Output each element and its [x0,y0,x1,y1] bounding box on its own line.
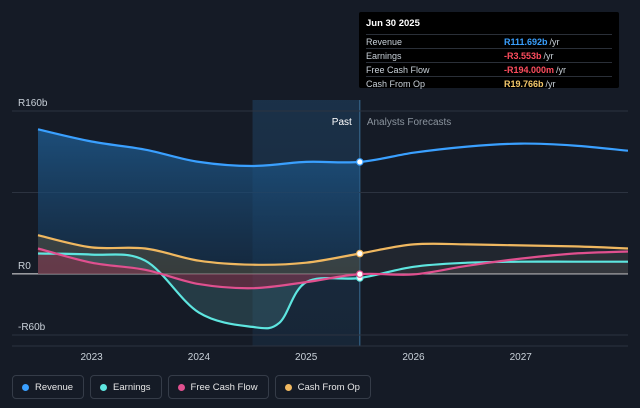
legend-item-free-cash-flow[interactable]: Free Cash Flow [167,375,269,399]
revenue-dot-icon [22,383,29,391]
y-tick-label: -R60b [18,322,46,333]
legend-label: Free Cash Flow [190,381,258,393]
tooltip-label: Cash From Op [366,78,426,89]
area-cash-from-op [38,235,360,274]
tooltip-value: R19.766b [504,78,544,89]
tooltip-value: R111.692b [504,36,548,47]
tooltip-row-revenue: Revenue R111.692b /yr [366,34,612,48]
marker-revenue [356,158,364,166]
chart-legend: Revenue Earnings Free Cash Flow Cash Fro… [12,375,371,401]
series-line-revenue [37,128,628,168]
marker-free-cash-flow [356,270,364,278]
legend-item-revenue[interactable]: Revenue [12,375,85,399]
tooltip-value: -R3.553b [504,50,542,61]
tooltip-unit: /yr [543,50,554,61]
x-tick-label: 2025 [295,352,318,363]
cash-from-op-dot-icon [284,383,292,391]
past-label: Past [332,117,352,128]
earnings-dot-icon [100,383,108,391]
forecast-label: Analysts Forecasts [367,117,451,128]
tooltip-unit: /yr [549,36,560,47]
marker-cash-from-op [356,249,364,258]
tooltip-date: Jun 30 2025 [366,18,420,29]
area-earnings [38,253,360,329]
tooltip-row-free-cash-flow: Free Cash Flow -R194.000m /yr [366,62,612,76]
forecast-area-free-cash-flow [359,251,628,275]
area-free-cash-flow [38,248,360,289]
legend-item-earnings[interactable]: Earnings [90,375,162,399]
data-tooltip: Jun 30 2025 Revenue R111.692b /yr Earnin… [359,12,619,90]
area-revenue [38,129,360,274]
tooltip-value: -R194.000m [504,64,555,75]
legend-label: Cash From Op [297,381,360,393]
x-tick-label: 2023 [81,352,104,363]
x-tick-label: 2024 [188,352,211,363]
x-tick-label: 2026 [402,352,425,363]
legend-item-cash-from-op[interactable]: Cash From Op [274,375,371,399]
series-line-free-cash-flow [37,247,628,290]
tooltip-label: Revenue [366,36,403,47]
legend-label: Revenue [35,381,74,393]
tooltip-row-earnings: Earnings -R3.553b /yr [366,48,612,62]
tooltip-label: Free Cash Flow [366,64,430,75]
legend-label: Earnings [113,381,151,393]
tooltip-row-cash-from-op: Cash From Op R19.766b /yr [366,76,612,90]
x-tick-label: 2027 [510,352,533,363]
tooltip-unit: /yr [556,64,567,75]
tooltip-label: Earnings [366,50,402,61]
tooltip-unit: /yr [545,78,556,89]
y-tick-label: R0 [18,261,31,272]
series-line-cash-from-op [37,234,628,266]
y-tick-label: R160b [18,98,48,109]
free-cash-flow-dot-icon [177,383,185,391]
